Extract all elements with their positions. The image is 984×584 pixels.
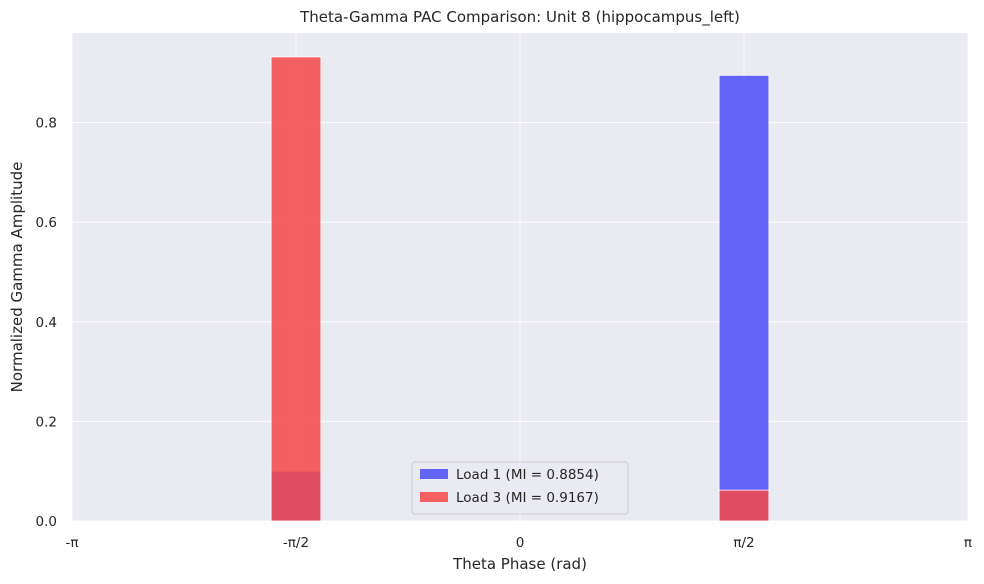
legend-label-load-3: Load 3 (MI = 0.9167) xyxy=(456,490,599,506)
y-tick-label: 0.0 xyxy=(36,514,57,530)
x-tick-label: π/2 xyxy=(733,535,754,551)
legend-swatch-load-3 xyxy=(420,492,448,502)
legend-label-load-1: Load 1 (MI = 0.8854) xyxy=(456,467,599,483)
bar-series-1 xyxy=(718,74,770,522)
bar-series-2 xyxy=(718,489,770,522)
x-axis-label: Theta Phase (rad) xyxy=(452,555,587,573)
y-tick-labels: 0.0 0.2 0.4 0.6 0.8 xyxy=(36,116,57,530)
x-tick-label: -π/2 xyxy=(283,535,309,551)
legend: Load 1 (MI = 0.8854) Load 3 (MI = 0.9167… xyxy=(411,461,629,515)
legend-box xyxy=(411,461,629,515)
bars xyxy=(270,56,770,522)
legend-swatch-load-1 xyxy=(420,469,448,479)
x-tick-label: -π xyxy=(66,535,79,551)
x-tick-labels: -π -π/2 0 π/2 π xyxy=(66,535,973,551)
y-tick-label: 0.6 xyxy=(36,215,57,231)
x-tick-label: 0 xyxy=(516,535,525,551)
bar-series-2 xyxy=(270,56,322,522)
y-tick-label: 0.8 xyxy=(36,116,57,132)
y-tick-label: 0.4 xyxy=(36,315,57,331)
chart-title: Theta-Gamma PAC Comparison: Unit 8 (hipp… xyxy=(299,8,740,27)
y-tick-label: 0.2 xyxy=(36,414,57,430)
x-tick-label: π xyxy=(964,535,972,551)
y-axis-label: Normalized Gamma Amplitude xyxy=(8,162,26,393)
